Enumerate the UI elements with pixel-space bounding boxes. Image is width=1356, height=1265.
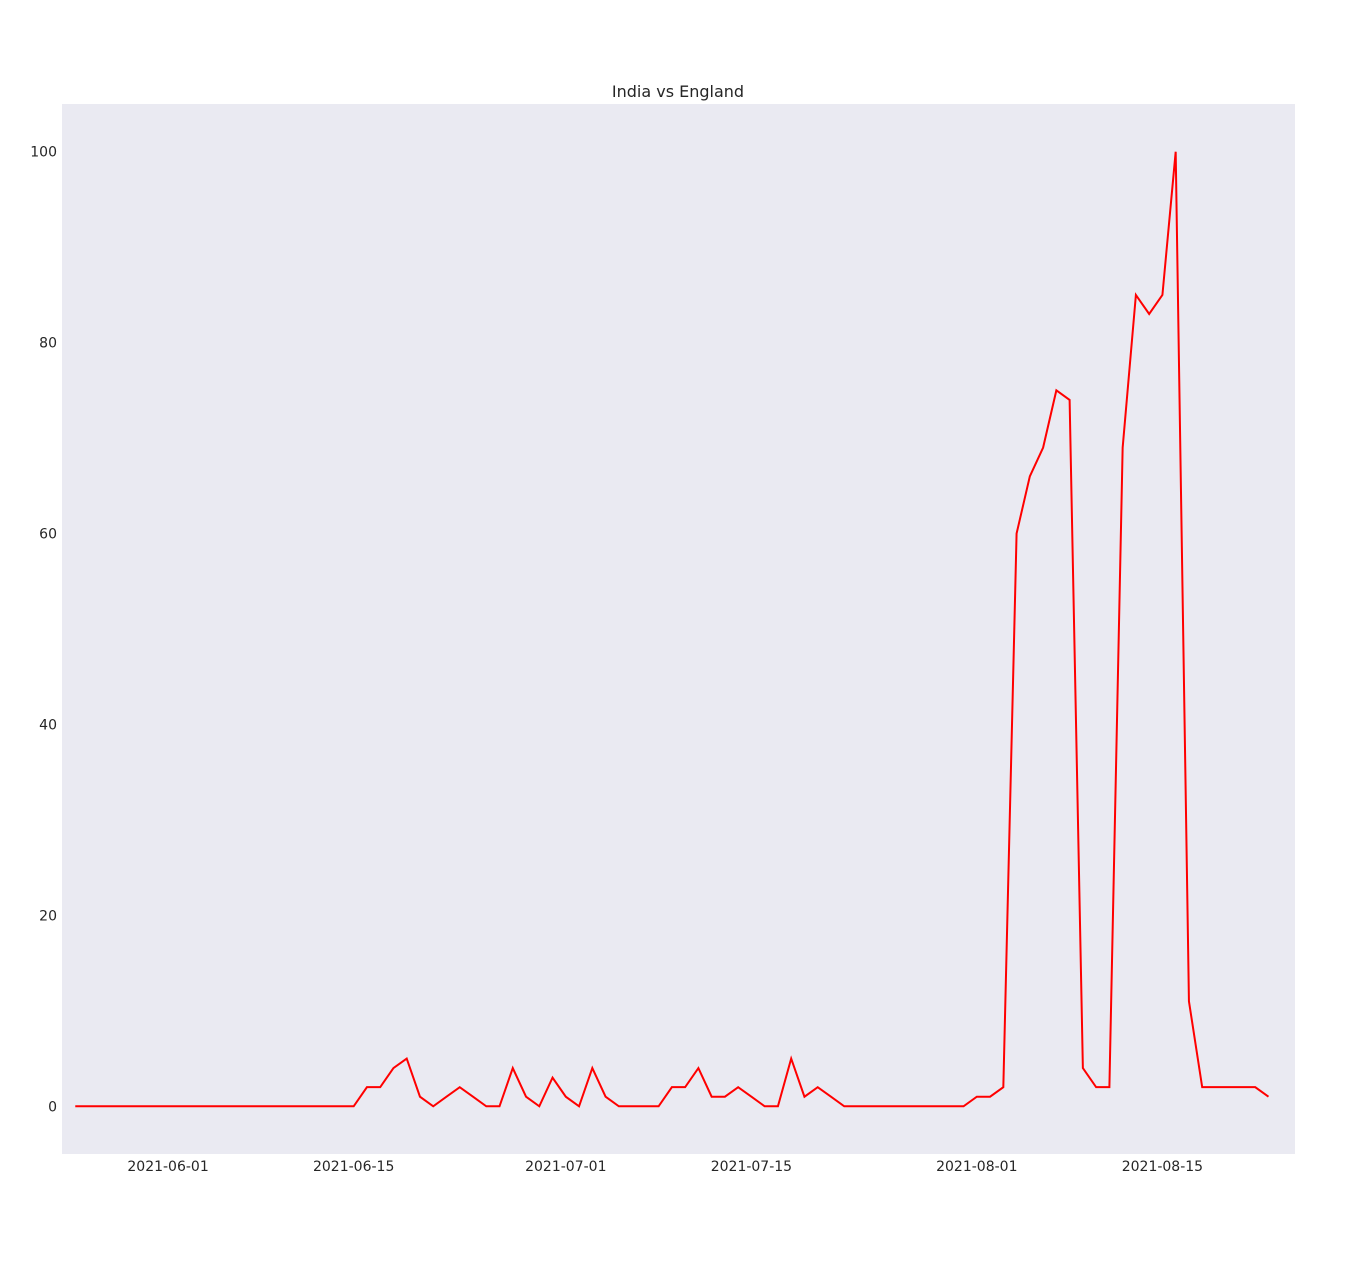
y-axis: 0 20 40 60 80 100 bbox=[30, 145, 57, 1116]
y-tick-label: 80 bbox=[39, 336, 57, 352]
y-tick-label: 40 bbox=[39, 717, 57, 733]
chart-title: India vs England bbox=[612, 82, 744, 101]
x-tick-label: 2021-07-01 bbox=[525, 1159, 606, 1175]
y-tick-label: 0 bbox=[48, 1099, 57, 1115]
x-tick-label: 2021-07-15 bbox=[711, 1159, 792, 1175]
x-tick-label: 2021-08-15 bbox=[1122, 1159, 1203, 1175]
x-axis: 2021-06-01 2021-06-15 2021-07-01 2021-07-15… bbox=[127, 1159, 1203, 1175]
plot-area bbox=[62, 104, 1295, 1154]
x-tick-label: 2021-06-01 bbox=[127, 1159, 208, 1175]
y-tick-label: 60 bbox=[39, 527, 57, 543]
series-line bbox=[75, 151, 1270, 1108]
y-tick-label: 100 bbox=[30, 145, 57, 161]
x-tick-label: 2021-08-01 bbox=[936, 1159, 1017, 1175]
x-tick-label: 2021-06-15 bbox=[313, 1159, 394, 1175]
series-layer bbox=[75, 151, 1270, 1108]
y-tick-label: 20 bbox=[39, 908, 57, 924]
